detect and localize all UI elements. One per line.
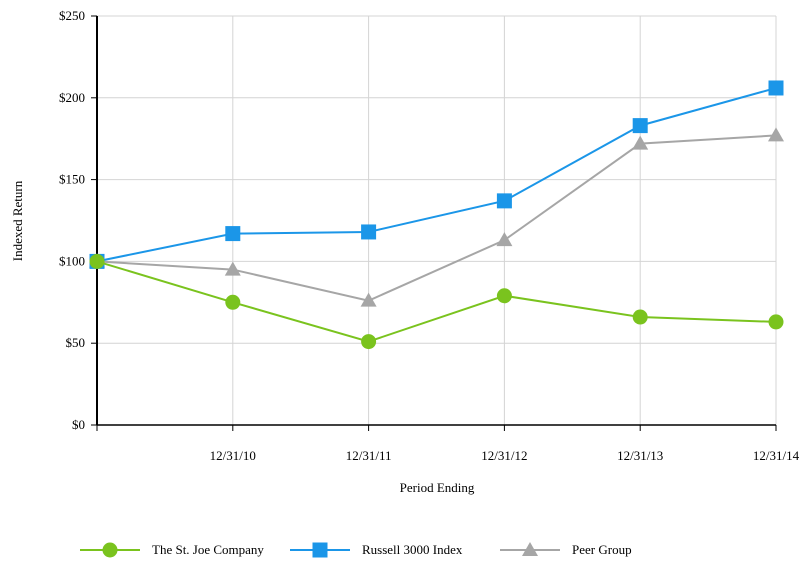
data-point <box>632 309 648 325</box>
legend-label: Peer Group <box>572 542 632 557</box>
series-peer-group <box>89 127 784 307</box>
data-point <box>768 80 784 96</box>
series-the-st-joe-company <box>89 253 784 350</box>
data-point <box>225 294 241 310</box>
tick-labels: $0 $50 $100 $150 $200 $250 12/31/10 12/31/11 12/… <box>59 8 800 463</box>
legend-marker <box>522 542 538 556</box>
legend-item: Peer Group <box>500 542 632 557</box>
series-line <box>96 87 777 263</box>
series-russell-3000-index <box>89 80 784 269</box>
data-point <box>361 224 377 240</box>
y-tick-label: $250 <box>59 8 85 23</box>
x-tick-label: 12/31/10 <box>210 448 256 463</box>
legend-marker <box>312 542 328 558</box>
legend: The St. Joe Company Russell 3000 Index Pee… <box>80 542 632 558</box>
axes <box>91 15 777 431</box>
legend-item: The St. Joe Company <box>80 542 264 558</box>
x-tick-label: 12/31/12 <box>481 448 527 463</box>
legend-label: The St. Joe Company <box>152 542 264 557</box>
x-axis-title: Period Ending <box>400 480 475 495</box>
data-point <box>89 253 105 269</box>
data-point <box>632 135 649 150</box>
legend-label: Russell 3000 Index <box>362 542 463 557</box>
data-point <box>225 226 241 242</box>
series-lines <box>89 80 784 350</box>
data-point <box>496 193 512 209</box>
y-tick-label: $100 <box>59 253 85 268</box>
y-tick-label: $50 <box>66 335 86 350</box>
y-tick-label: $200 <box>59 90 85 105</box>
y-tick-label: $0 <box>72 417 85 432</box>
data-point <box>496 232 513 247</box>
x-tick-label: 12/31/11 <box>346 448 392 463</box>
y-axis-title: Indexed Return <box>10 180 25 261</box>
legend-item: Russell 3000 Index <box>290 542 463 558</box>
series-line <box>96 134 777 302</box>
legend-marker <box>102 542 118 558</box>
data-point <box>360 292 377 307</box>
x-tick-label: 12/31/14 <box>753 448 800 463</box>
x-tick-label: 12/31/13 <box>617 448 663 463</box>
data-point <box>361 334 377 350</box>
data-point <box>496 288 512 304</box>
data-point <box>632 118 648 134</box>
series-line <box>96 260 777 343</box>
data-point <box>768 127 784 142</box>
y-tick-label: $150 <box>59 172 85 187</box>
grid <box>97 15 777 425</box>
data-point <box>768 314 784 330</box>
data-point <box>224 261 241 276</box>
